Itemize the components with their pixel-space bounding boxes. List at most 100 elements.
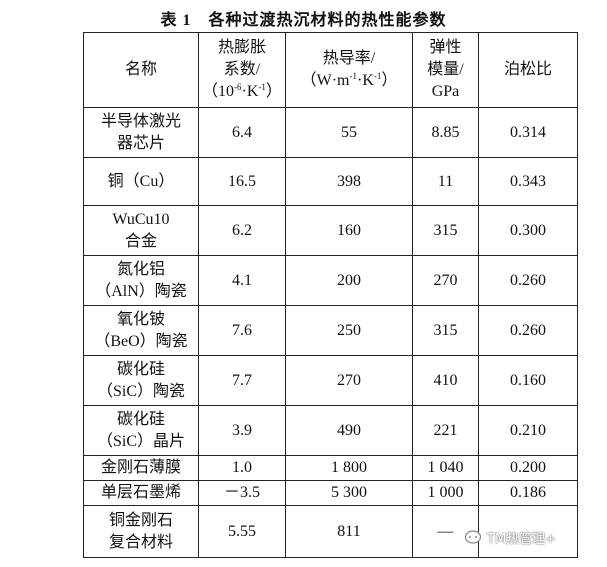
name-cell: 单层石墨烯 xyxy=(83,480,199,506)
table-row: 碳化硅 （SiC）晶片 3.9 490 221 0.210 xyxy=(83,405,578,456)
cell-text: 221 xyxy=(433,421,458,439)
cell-text: 7.6 xyxy=(232,321,252,339)
table-cell xyxy=(478,505,578,558)
header-text: 泊松比 xyxy=(503,61,552,78)
table-cell: 1.0 xyxy=(198,455,286,481)
cell-text: 8.85 xyxy=(431,123,460,141)
cell-text: 16.5 xyxy=(228,172,256,190)
name-text: （SiC）陶瓷 xyxy=(96,382,186,400)
header-unit: （W·m xyxy=(300,72,350,89)
cell-text: 0.260 xyxy=(510,321,546,339)
table-cell: 270 xyxy=(412,255,479,306)
table-cell: 11 xyxy=(412,157,479,206)
header-cell: 热导率/（W·m-1·K-1） xyxy=(285,32,413,108)
table-cell: 7.6 xyxy=(198,305,286,356)
header-text: 热导率/ xyxy=(322,50,376,67)
cell-text: 0.260 xyxy=(510,271,546,289)
name-text: WuCu10 xyxy=(112,210,170,228)
header-text: 热膨胀 xyxy=(217,39,266,56)
header-unit: （10 xyxy=(202,83,235,100)
cell-text: 270 xyxy=(337,371,361,389)
name-text: 复合材料 xyxy=(108,533,173,551)
table-title: 表 1 各种过渡热沉材料的热性能参数 xyxy=(160,12,447,29)
cell-text: 7.7 xyxy=(232,371,252,389)
cell-text: 55 xyxy=(341,123,357,141)
table-cell: 5 300 xyxy=(285,480,413,506)
cell-text: 1 040 xyxy=(427,459,464,476)
table-cell: 0.160 xyxy=(478,355,578,406)
cell-text: 6.4 xyxy=(232,123,252,141)
table-cell: 0.186 xyxy=(478,480,578,506)
name-cell: 碳化硅 （SiC）晶片 xyxy=(83,405,199,456)
table-cell: 55 xyxy=(285,107,413,158)
table-cell: 315 xyxy=(412,205,479,256)
header-row: 名称 热膨胀 系数/（10-6·K-1） 热导率/（W·m-1·K-1） 弹性 模量/GP… xyxy=(83,32,578,108)
name-text: 氧化铍 xyxy=(116,310,165,328)
name-cell: WuCu10 合金 xyxy=(83,205,199,256)
cell-text: 0.160 xyxy=(510,371,546,389)
table-row: WuCu10 合金 6.2 160 315 0.300 xyxy=(83,205,578,256)
cell-text: 5 300 xyxy=(331,484,367,501)
table-cell: 3.9 xyxy=(198,405,286,456)
cell-text: 4.1 xyxy=(232,271,252,289)
cell-text: — xyxy=(437,522,454,540)
table-cell: 7.7 xyxy=(198,355,286,406)
header-text: GPa xyxy=(431,83,460,100)
cell-text: 6.2 xyxy=(232,221,252,239)
table-cell: 410 xyxy=(412,355,479,406)
cell-text: 0.343 xyxy=(510,172,546,190)
name-text: 碳化硅 xyxy=(116,410,165,428)
header-superscript: -1 xyxy=(258,82,266,92)
name-text: 铜（Cu） xyxy=(107,172,175,190)
header-text: 弹性 xyxy=(429,39,462,56)
table-cell: 1 000 xyxy=(412,480,479,506)
cell-text: 0.314 xyxy=(510,123,546,141)
table-row: 铜金刚石 复合材料 5.55 811 — xyxy=(83,505,578,558)
table-cell: 5.55 xyxy=(198,505,286,558)
name-text: 合金 xyxy=(124,232,157,250)
cell-text: 1 000 xyxy=(427,484,464,501)
header-superscript: -1 xyxy=(349,71,357,81)
header-cell: 泊松比 xyxy=(478,32,578,108)
name-text: 碳化硅 xyxy=(116,360,165,378)
table-cell: 0.300 xyxy=(478,205,578,256)
table-cell: 250 xyxy=(285,305,413,356)
cell-text: 410 xyxy=(433,371,458,389)
header-cell: 热膨胀 系数/ （10-6·K-1） xyxy=(198,32,286,108)
name-text: 器芯片 xyxy=(116,134,165,152)
name-text: （BeO）陶瓷 xyxy=(94,332,188,350)
cell-text: 250 xyxy=(337,321,361,339)
table-cell: －3.5 xyxy=(198,480,286,506)
cell-text: 315 xyxy=(433,221,458,239)
table-row: 铜（Cu） 16.5 398 11 0.343 xyxy=(83,157,578,206)
header-unit: ） xyxy=(381,72,398,89)
header-superscript: -6 xyxy=(234,82,242,92)
header-superscript: -1 xyxy=(373,71,382,81)
header-cell: 弹性模量/GPa xyxy=(412,32,479,108)
table-cell: 270 xyxy=(285,355,413,406)
table-cell: 221 xyxy=(412,405,479,456)
header-text: 名称 xyxy=(124,61,157,78)
cell-text: 398 xyxy=(337,172,361,190)
cell-text: 0.210 xyxy=(510,421,546,439)
table-row: 半导体激光 器芯片 6.4 55 8.85 0.314 xyxy=(83,107,578,158)
table-cell: 0.210 xyxy=(478,405,578,456)
watermark-icon xyxy=(464,529,482,544)
table-cell: 16.5 xyxy=(198,157,286,206)
name-cell: 氧化铍 （BeO）陶瓷 xyxy=(83,305,199,356)
name-cell: 铜（Cu） xyxy=(83,157,199,206)
table-cell: 6.2 xyxy=(198,205,286,256)
table-cell: 0.200 xyxy=(478,455,578,481)
cell-text: 5.55 xyxy=(228,522,256,540)
table-cell: 1 040 xyxy=(412,455,479,481)
header-text: 系数/ xyxy=(223,61,261,78)
table-cell: 0.314 xyxy=(478,107,578,158)
header-text: 模量/ xyxy=(427,61,464,78)
name-cell: 金刚石薄膜 xyxy=(83,455,199,481)
name-cell: 氮化铝 （AlN）陶瓷 xyxy=(83,255,199,306)
table-cell: 0.260 xyxy=(478,305,578,356)
name-text: （AlN）陶瓷 xyxy=(95,282,187,300)
cell-text: 160 xyxy=(337,221,361,239)
header-cell: 名称 xyxy=(83,32,199,108)
